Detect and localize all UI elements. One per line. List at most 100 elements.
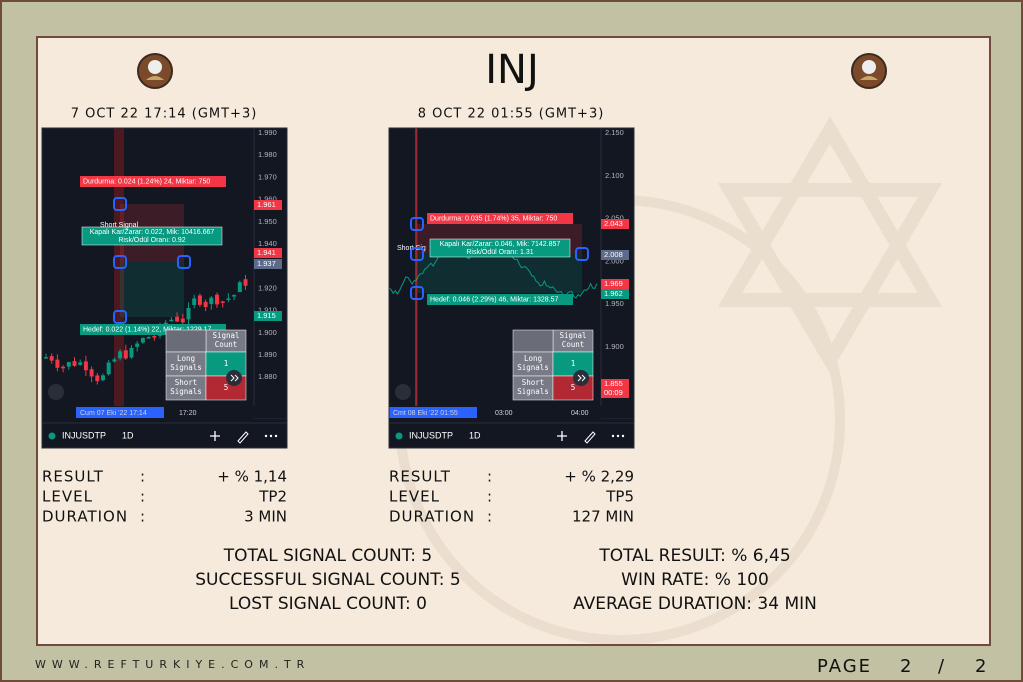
table-row-label: Short: [175, 378, 198, 387]
summary-line: WIN RATE: % 100: [621, 570, 769, 590]
add-icon: [210, 431, 220, 441]
screenshot: 2.150 2.100 2.050 2.000 1.950 1.900 2.043 2.008…: [388, 127, 635, 449]
price-tag: [254, 311, 282, 321]
menu-dot: [611, 434, 615, 438]
table-row-head: [165, 375, 207, 401]
tv-logo: [395, 384, 411, 400]
price-tag-label: 1.961: [257, 200, 276, 209]
price-tag: [601, 219, 629, 229]
stop-label: Durdurma: 0.024 (1.24%) 24, Miktar: 750: [83, 178, 210, 185]
table-corner: [165, 329, 207, 353]
menu-dot: [621, 434, 625, 438]
table-row-label: Long: [524, 354, 542, 363]
table-header: Signal: [559, 331, 586, 340]
screenshot: 1.9901.9801.9701.9601.9501.9401.9301.920…: [41, 127, 288, 449]
price-tag-label: 1.969: [604, 279, 623, 288]
candle: [203, 301, 208, 307]
price-axis-label: 1.950: [258, 217, 277, 226]
candle: [83, 361, 88, 371]
table-row-label: Short: [522, 378, 545, 387]
summary-line: LOST SIGNAL COUNT: 0: [229, 594, 427, 614]
target-label-box: [80, 324, 226, 335]
table-header: Count: [215, 340, 238, 349]
time-axis-label: 04:00: [571, 410, 589, 417]
stop-label-box: [80, 176, 226, 187]
table-row-label: Signals: [170, 363, 202, 372]
page-separator: /: [938, 656, 945, 677]
candle: [209, 297, 214, 304]
handle: [113, 255, 127, 269]
candle: [226, 298, 231, 300]
page-total: 2: [975, 656, 986, 677]
draw-icon: [237, 431, 249, 444]
logo-right: [851, 53, 887, 89]
candle: [175, 316, 180, 322]
rr-label: Risk/Ödül Oranı: 0.92: [118, 236, 185, 244]
page-current: 2: [900, 656, 911, 677]
candle: [66, 362, 71, 367]
symbol: INJUSDTP: [62, 430, 106, 440]
signal-band: [416, 128, 418, 408]
target-label-box: [427, 294, 573, 305]
handle: [575, 247, 589, 261]
timestamp: 8 OCT 22 01:55 (GMT+3): [418, 107, 605, 122]
result-colon: :: [487, 488, 492, 506]
symbol: INJUSDTP: [409, 430, 453, 440]
table-row-label: Signals: [517, 363, 549, 372]
pnl-box: [81, 226, 223, 246]
candle: [49, 356, 54, 361]
candle: [95, 375, 100, 382]
title: INJ: [485, 47, 539, 93]
result-key: RESULT: [42, 468, 104, 486]
candle: [44, 357, 48, 359]
table-row-head: [512, 375, 554, 401]
stop-label-box: [427, 213, 573, 224]
price-axis-label: 1.970: [258, 172, 277, 181]
page-label: PAGE: [817, 656, 872, 677]
candle: [186, 307, 191, 320]
candle: [197, 295, 202, 305]
candle: [163, 322, 168, 325]
table-row-label: Long: [177, 354, 195, 363]
summary-line: AVERAGE DURATION: 34 MIN: [573, 594, 817, 614]
time-axis-label: 03:00: [495, 410, 513, 417]
candle: [55, 359, 60, 368]
stop-label: Durdurma: 0.035 (1.74%) 35, Miktar: 750: [430, 215, 557, 222]
result-colon: :: [487, 508, 492, 526]
screenshot-border: [41, 127, 288, 449]
time-axis-label: 17:20: [179, 410, 197, 417]
price-tag-label: 00:09: [604, 388, 623, 397]
price-axis-label: 1.940: [258, 239, 277, 248]
candle: [169, 319, 174, 322]
candle: [146, 337, 151, 339]
menu-dot: [264, 434, 268, 438]
price-axis-label: 1.880: [258, 372, 277, 381]
result-key: RESULT: [389, 468, 451, 486]
price-axis-label: 1.910: [258, 306, 277, 315]
price-tag: [601, 289, 629, 299]
price-axis-label: 2.000: [605, 256, 624, 265]
result-value: 127 MIN: [572, 508, 634, 526]
symbol-icon: [395, 432, 403, 440]
candle: [118, 351, 123, 359]
candle: [152, 336, 157, 338]
summary-line: SUCCESSFUL SIGNAL COUNT: 5: [195, 570, 460, 590]
candle: [192, 298, 197, 305]
interval: 1D: [122, 430, 134, 440]
symbol-icon: [48, 432, 56, 440]
price-tag: [254, 248, 282, 258]
candle: [220, 301, 225, 303]
price-axis-label: 1.950: [605, 299, 624, 308]
price-axis-label: 1.900: [258, 328, 277, 337]
price-tag-label: 1.941: [257, 248, 276, 257]
candle: [243, 279, 248, 286]
price-tag-label: 2.008: [604, 250, 623, 259]
pnl-box: [429, 238, 571, 258]
price-tag-label: 2.043: [604, 219, 623, 228]
signal-label: Short Signal: [100, 222, 139, 229]
table-header: Count: [562, 340, 585, 349]
handle: [113, 197, 127, 211]
table-row-value: 1: [571, 359, 576, 368]
price-axis-background: [600, 127, 635, 419]
